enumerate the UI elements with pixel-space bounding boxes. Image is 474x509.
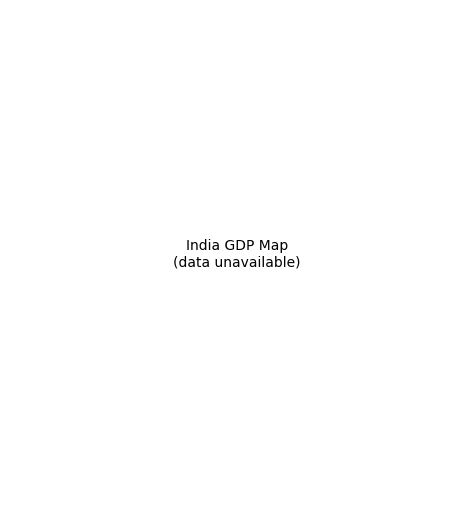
Text: India GDP Map
(data unavailable): India GDP Map (data unavailable)	[173, 239, 301, 270]
